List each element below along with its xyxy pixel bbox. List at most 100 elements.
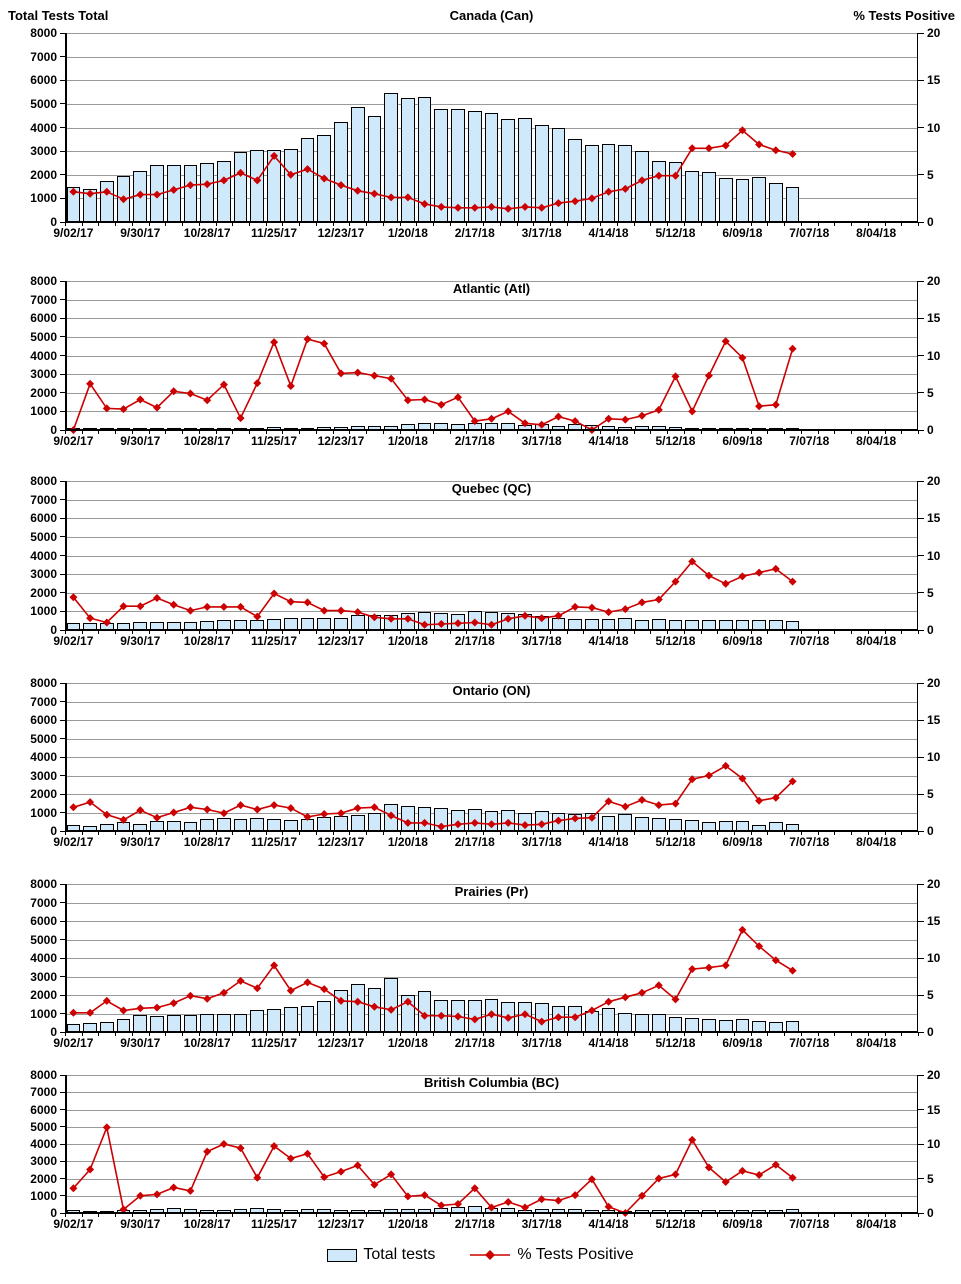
x-axis-tick	[483, 831, 485, 835]
x-axis-tick-label: 8/04/18	[856, 226, 897, 240]
x-axis-tick-label: 7/07/18	[789, 1217, 830, 1231]
x-axis-tick-label: 4/14/18	[588, 1036, 629, 1050]
left-axis-tick	[60, 127, 65, 128]
x-axis-tick	[516, 222, 518, 226]
right-axis-tick-label: 20	[927, 676, 941, 690]
x-axis-tick	[466, 222, 468, 226]
x-axis-tick	[416, 630, 418, 634]
x-axis-tick	[215, 831, 217, 835]
x-axis-tick	[784, 1213, 786, 1217]
x-axis-tick	[131, 1213, 133, 1217]
x-axis-tick	[131, 222, 133, 226]
left-axis-tick	[60, 299, 65, 301]
x-axis-tick	[65, 430, 66, 434]
x-axis-tick	[366, 1032, 368, 1036]
right-axis-tick-label: 15	[927, 713, 941, 727]
right-axis-tick	[918, 1178, 924, 1179]
right-axis-tick-label: 10	[927, 548, 941, 563]
x-axis-tick-label: 12/23/17	[317, 634, 365, 648]
right-axis-line	[916, 1075, 918, 1213]
left-axis-tick	[60, 1091, 65, 1093]
x-axis-tick	[516, 430, 518, 434]
left-axis-tick	[60, 1013, 65, 1014]
left-axis-tick	[60, 812, 65, 813]
x-axis-line	[65, 1031, 918, 1033]
x-axis-tick	[817, 630, 819, 634]
x-axis-tick-label: 10/28/17	[183, 634, 231, 648]
x-axis-tick	[918, 1032, 919, 1036]
x-axis-tick-label: 9/30/17	[120, 226, 161, 240]
x-axis-tick	[750, 1032, 752, 1036]
x-axis-tick	[65, 222, 66, 226]
x-axis-tick	[734, 430, 736, 434]
gridline	[65, 103, 918, 105]
x-axis-tick	[98, 1032, 100, 1036]
x-axis-tick	[148, 1213, 150, 1217]
x-axis-tick	[884, 1032, 886, 1036]
x-axis-tick	[700, 630, 702, 634]
gridline	[65, 1178, 918, 1180]
x-axis-tick	[198, 1213, 200, 1217]
x-axis-tick	[282, 1213, 284, 1217]
x-axis-tick	[867, 222, 869, 226]
right-axis-line	[916, 281, 918, 430]
x-axis-tick	[131, 430, 133, 434]
chart-legend: Total tests % Tests Positive	[0, 1246, 961, 1264]
x-axis-tick	[349, 430, 351, 434]
x-axis-tick	[232, 430, 234, 434]
x-axis-tick	[215, 430, 217, 434]
x-axis-tick	[399, 831, 401, 835]
x-axis-tick-label: 4/14/18	[588, 634, 629, 648]
gridline	[65, 701, 918, 703]
x-axis-tick	[315, 1032, 317, 1036]
chart-atlantic-atl: Atlantic (Atl) 0 1000 2000 3000 4000 5000 6000 7…	[30, 274, 940, 448]
left-axis-tick-label: 1000	[30, 1188, 57, 1203]
pct-positive-line	[69, 1123, 797, 1217]
x-axis-tick	[148, 831, 150, 835]
gridline	[65, 775, 918, 777]
x-axis-tick	[382, 1213, 384, 1217]
x-axis-tick	[918, 1213, 919, 1217]
gridline	[65, 374, 918, 376]
x-axis-tick	[550, 1213, 552, 1217]
gridline	[65, 411, 918, 413]
left-axis-tick	[60, 1160, 65, 1162]
x-axis-tick	[784, 630, 786, 634]
left-axis-tick	[60, 197, 65, 199]
x-axis-tick	[750, 430, 752, 434]
gridline	[65, 318, 918, 320]
left-axis-tick	[60, 775, 65, 776]
left-axis-tick-label: 1000	[30, 604, 57, 619]
x-axis-tick-label: 3/17/18	[521, 835, 562, 849]
x-axis-tick	[332, 831, 334, 835]
x-axis-tick	[232, 1032, 234, 1036]
x-axis-tick	[399, 630, 401, 634]
x-axis-tick	[700, 1032, 702, 1036]
x-axis-tick-label: 2/17/18	[454, 434, 495, 448]
x-axis-tick-label: 7/07/18	[789, 835, 830, 849]
left-axis-tick	[60, 32, 65, 34]
left-axis-tick	[60, 610, 65, 612]
right-axis-tick-label: 5	[927, 787, 934, 801]
left-axis-tick-label: 1000	[30, 805, 57, 820]
left-axis-tick-label: 1000	[30, 1006, 57, 1021]
x-axis-tick-label: 3/17/18	[521, 226, 562, 240]
x-axis-tick	[299, 630, 301, 634]
x-axis-tick-label: 9/02/17	[53, 1217, 94, 1231]
x-axis-tick-label: 1/20/18	[387, 1036, 428, 1050]
x-axis-tick-label: 9/02/17	[53, 434, 94, 448]
left-axis-tick-label: 2000	[30, 988, 57, 1002]
left-axis-tick-label: 5000	[30, 96, 57, 111]
left-axis-tick-label: 0	[50, 1025, 57, 1039]
x-axis-tick	[834, 222, 836, 226]
x-axis-tick	[550, 430, 552, 434]
x-axis-tick	[299, 430, 301, 434]
x-axis-tick-label: 4/14/18	[588, 434, 629, 448]
gridline	[65, 976, 918, 978]
left-axis-tick-label: 5000	[30, 529, 57, 544]
pct-positive-line	[69, 761, 797, 831]
x-axis-tick	[399, 222, 401, 226]
x-axis-tick-label: 1/20/18	[387, 226, 428, 240]
left-axis-tick	[60, 957, 65, 959]
x-axis-tick	[600, 831, 602, 835]
